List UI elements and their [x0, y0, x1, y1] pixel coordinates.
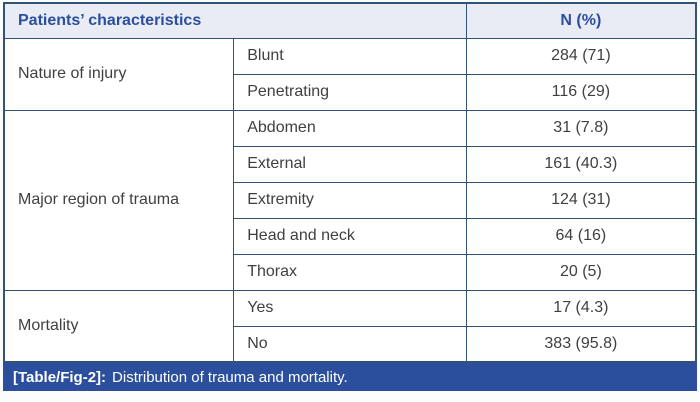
value-abdomen: 31 (7.8) — [465, 109, 697, 147]
table-header-row: Patients’ characteristics N (%) — [3, 2, 697, 39]
header-n-percent: N (%) — [465, 2, 697, 39]
category-external: External — [233, 145, 467, 183]
trauma-distribution-table: Patients’ characteristics N (%) Nature o… — [3, 2, 697, 363]
table-row: Mortality Yes 17 (4.3) — [3, 289, 697, 363]
value-head-and-neck: 64 (16) — [465, 217, 697, 255]
caption-tag: [Table/Fig-2]: — [13, 368, 107, 386]
group-label-mortality: Mortality — [3, 289, 235, 363]
table-row: No 383 (95.8) — [4, 325, 697, 363]
table-row: Nature of injury Blunt 284 (71) — [3, 37, 697, 111]
value-extremity: 124 (31) — [465, 181, 697, 219]
category-no: No — [233, 325, 467, 363]
value-blunt: 284 (71) — [465, 37, 697, 75]
table-row: Penetrating 116 (29) — [4, 73, 697, 111]
caption-text: Distribution of trauma and mortality. — [112, 368, 348, 386]
group-label-major-region-of-trauma: Major region of trauma — [3, 109, 235, 291]
table-caption: [Table/Fig-2]: Distribution of trauma an… — [3, 363, 697, 391]
table-row: External 161 (40.3) — [4, 145, 697, 183]
value-no: 383 (95.8) — [465, 325, 697, 363]
value-external: 161 (40.3) — [465, 145, 697, 183]
table-row: Major region of trauma Abdomen 31 (7.8) — [3, 109, 697, 291]
category-blunt: Blunt — [233, 37, 467, 75]
category-thorax: Thorax — [233, 253, 467, 291]
category-extremity: Extremity — [233, 181, 467, 219]
header-patients-characteristics: Patients’ characteristics — [3, 2, 467, 39]
category-yes: Yes — [233, 289, 467, 327]
group-label-nature-of-injury: Nature of injury — [3, 37, 235, 111]
value-penetrating: 116 (29) — [465, 73, 697, 111]
category-head-and-neck: Head and neck — [233, 217, 467, 255]
category-penetrating: Penetrating — [233, 73, 467, 111]
category-abdomen: Abdomen — [233, 109, 467, 147]
value-thorax: 20 (5) — [465, 253, 697, 291]
value-yes: 17 (4.3) — [465, 289, 697, 327]
